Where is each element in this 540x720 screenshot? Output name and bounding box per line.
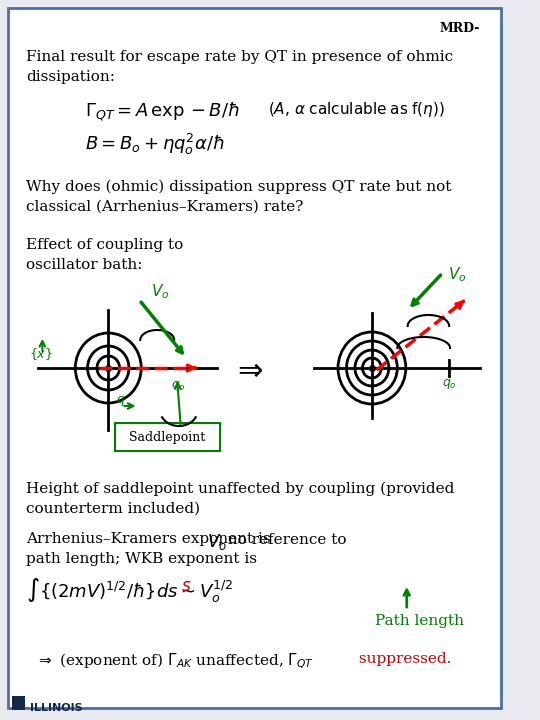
Text: oscillator bath:: oscillator bath: <box>26 258 143 272</box>
Text: $q_o$: $q_o$ <box>442 377 456 391</box>
Text: Why does (ohmic) dissipation suppress QT rate but not: Why does (ohmic) dissipation suppress QT… <box>26 180 452 194</box>
FancyBboxPatch shape <box>8 8 501 708</box>
Text: Effect of coupling to: Effect of coupling to <box>26 238 184 252</box>
Text: Saddlepoint: Saddlepoint <box>130 431 206 444</box>
Text: counterterm included): counterterm included) <box>26 502 200 516</box>
Text: $V_o$: $V_o$ <box>448 265 467 284</box>
Text: suppressed.: suppressed. <box>354 652 451 666</box>
Text: MRD-: MRD- <box>440 22 480 35</box>
Text: $B = B_o + \eta q_o^2 \alpha/\hbar$: $B = B_o + \eta q_o^2 \alpha/\hbar$ <box>85 132 224 157</box>
Text: $\{x\}$: $\{x\}$ <box>29 346 53 362</box>
FancyBboxPatch shape <box>115 423 220 451</box>
Text: $V_o$: $V_o$ <box>151 282 169 301</box>
Text: Path length: Path length <box>375 614 464 628</box>
Text: Final result for escape rate by QT in presence of ohmic: Final result for escape rate by QT in pr… <box>26 50 454 64</box>
Text: dissipation:: dissipation: <box>26 70 116 84</box>
Text: Height of saddlepoint unaffected by coupling (provided: Height of saddlepoint unaffected by coup… <box>26 482 455 496</box>
Text: classical (Arrhenius–Kramers) rate?: classical (Arrhenius–Kramers) rate? <box>26 200 303 214</box>
Text: ILLINOIS: ILLINOIS <box>30 703 83 713</box>
Text: $q_o$: $q_o$ <box>171 379 186 393</box>
Text: $\Rightarrow$: $\Rightarrow$ <box>232 354 264 385</box>
Text: Arrhenius–Kramers exponent is: Arrhenius–Kramers exponent is <box>26 532 276 546</box>
Text: $q$: $q$ <box>116 394 125 408</box>
Bar <box>12 696 25 710</box>
Text: $\left(A,\,\alpha\;\mathrm{calculable\;as\;f}(\eta)\right)$: $\left(A,\,\alpha\;\mathrm{calculable\;a… <box>268 100 445 119</box>
Text: $\int\{(2mV)^{1/2}/\hbar\}ds{\sim}V_o^{1/2}$: $\int\{(2mV)^{1/2}/\hbar\}ds{\sim}V_o^{1… <box>26 576 234 604</box>
Text: path length; WKB exponent is: path length; WKB exponent is <box>26 552 258 566</box>
Text: $\Rightarrow$ (exponent of) $\Gamma_{AK}$ unaffected, $\Gamma_{QT}$: $\Rightarrow$ (exponent of) $\Gamma_{AK}… <box>36 652 314 671</box>
Text: $s$: $s$ <box>181 578 191 595</box>
Text: $\Gamma_{QT} = A\,\exp - B/\hbar$: $\Gamma_{QT} = A\,\exp - B/\hbar$ <box>85 100 239 122</box>
Text: , no reference to: , no reference to <box>219 532 347 546</box>
Text: $V_o$: $V_o$ <box>207 532 227 552</box>
